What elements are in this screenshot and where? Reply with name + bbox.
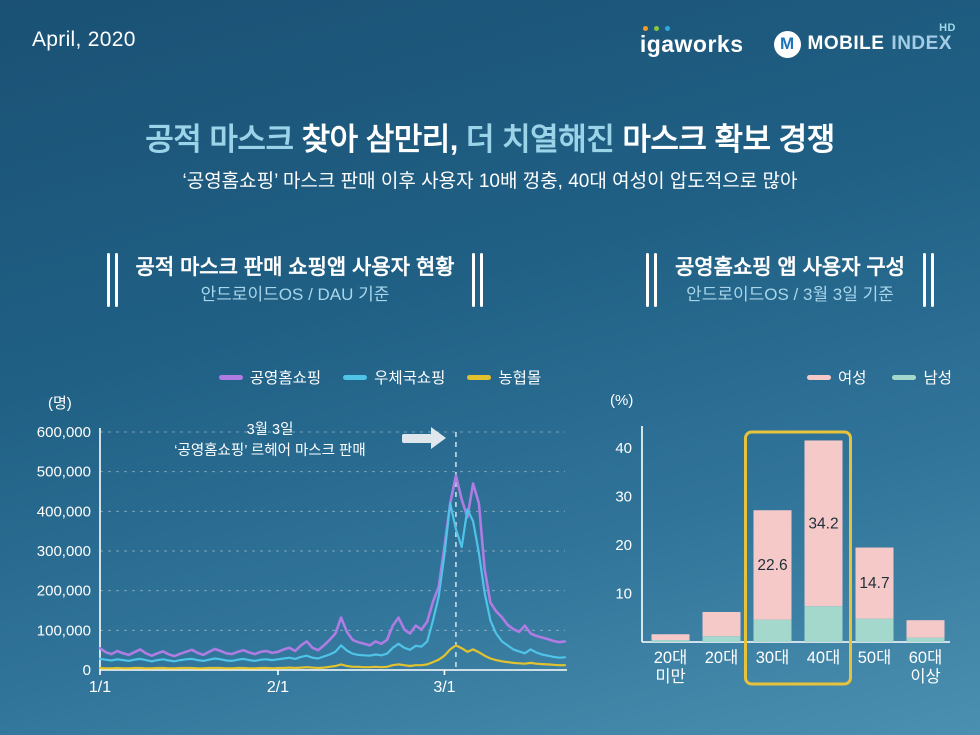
logo-dot-icon: [653, 25, 659, 31]
igaworks-dots-icon: [642, 25, 670, 31]
svg-text:3/1: 3/1: [433, 679, 455, 696]
svg-text:40대: 40대: [807, 648, 841, 667]
mobileindex-hd-badge: HD: [939, 21, 956, 34]
logo-dot-icon: [642, 25, 648, 31]
svg-text:이상: 이상: [910, 667, 940, 686]
svg-text:30대: 30대: [756, 648, 790, 667]
left-chart-subtitle: 안드로이드OS / DAU 기준: [200, 284, 390, 304]
title-segment: 공적 마스크: [145, 122, 302, 157]
event-annotation-date: 3월 3일: [246, 422, 294, 438]
legend-item: 공영홈쇼핑: [218, 366, 322, 388]
right-chart-subtitle: 안드로이드OS / 3월 3일 기준: [686, 284, 894, 304]
title-segment: 더 치열해진: [466, 122, 623, 157]
mobileindex-index-text: INDEX: [891, 33, 952, 54]
line-chart-legend: 공영홈쇼핑 우체국쇼핑 농협몰: [170, 366, 590, 388]
header-bars-icon: [645, 253, 657, 307]
event-arrow-head-icon: [431, 427, 446, 449]
legend-label: 남성: [923, 370, 952, 387]
legend-swatch-icon: [343, 374, 368, 380]
header-logos: igaworks M MOBILE INDEX HD: [639, 22, 956, 62]
right-chart-header: 공영홈쇼핑 앱 사용자 구성 안드로이드OS / 3월 3일 기준: [625, 253, 955, 307]
mobileindex-m-letter: M: [779, 34, 795, 53]
legend-item: 우체국쇼핑: [343, 366, 445, 388]
right-chart-title: 공영홈쇼핑 앱 사용자 구성: [674, 256, 906, 280]
svg-text:1/1: 1/1: [89, 679, 111, 696]
header-bars-icon: [923, 253, 935, 307]
page-subtitle: ‘공영홈쇼핑’ 마스크 판매 이후 사용자 10배 껑충, 40대 여성이 압도…: [182, 171, 798, 192]
page-title: 공적 마스크 찾아 삼만리, 더 치열해진 마스크 확보 경쟁: [0, 114, 980, 159]
legend-swatch-icon: [892, 374, 917, 380]
svg-text:22.6: 22.6: [757, 557, 787, 574]
legend-item: 남성: [892, 366, 952, 388]
svg-text:34.2: 34.2: [808, 515, 838, 532]
svg-text:30: 30: [615, 489, 632, 506]
header-bars-icon: [472, 253, 484, 307]
svg-text:400,000: 400,000: [37, 503, 91, 520]
mobileindex-mobile-text: MOBILE: [807, 33, 885, 54]
title-segment: 찾아 삼만리,: [301, 122, 467, 157]
legend-swatch-icon: [218, 374, 243, 380]
svg-text:300,000: 300,000: [37, 543, 91, 560]
svg-text:미만: 미만: [655, 667, 685, 686]
svg-text:20대: 20대: [705, 648, 739, 667]
header-bars-icon: [106, 253, 118, 307]
legend-swatch-icon: [467, 374, 492, 380]
igaworks-wordmark: igaworks: [639, 30, 744, 57]
legend-swatch-icon: [806, 374, 831, 380]
legend-label: 공영홈쇼핑: [249, 370, 322, 387]
event-annotation: 3월 3일 ‘공영홈쇼핑’ 르헤어 마스크 판매: [150, 420, 390, 462]
mobileindex-logo: M MOBILE INDEX HD: [773, 22, 956, 58]
legend-label: 우체국쇼핑: [374, 370, 446, 387]
svg-text:10: 10: [615, 586, 632, 603]
igaworks-logo: igaworks: [639, 25, 744, 58]
left-chart-title: 공적 마스크 판매 쇼핑앱 사용자 현황: [135, 256, 455, 280]
left-chart-header: 공적 마스크 판매 쇼핑앱 사용자 현황 안드로이드OS / DAU 기준: [55, 253, 535, 307]
svg-text:60대: 60대: [909, 648, 943, 667]
line-chart: 0 100,000 200,000 300,000 400,000 500,000 600,…: [37, 424, 567, 696]
svg-text:20대: 20대: [654, 648, 688, 667]
svg-text:600,000: 600,000: [37, 424, 91, 441]
bar-chart-legend: 여성 남성: [690, 366, 952, 388]
svg-text:40: 40: [615, 440, 632, 457]
svg-text:200,000: 200,000: [37, 583, 91, 600]
svg-text:2/1: 2/1: [267, 679, 289, 696]
bar-chart-unit-label: (%): [610, 392, 634, 409]
legend-label: 여성: [837, 370, 867, 387]
svg-text:500,000: 500,000: [37, 464, 91, 481]
legend-label: 농협몰: [498, 370, 542, 387]
event-arrow-icon: [402, 434, 432, 443]
svg-text:100,000: 100,000: [37, 622, 91, 639]
legend-item: 농협몰: [467, 366, 541, 388]
title-segment: 마스크 확보 경쟁: [622, 122, 835, 157]
mobileindex-m-icon: M: [773, 30, 801, 58]
svg-text:50대: 50대: [858, 648, 892, 667]
logo-dot-icon: [664, 25, 670, 31]
line-chart-unit-label: (명): [48, 395, 72, 412]
event-annotation-text: ‘공영홈쇼핑’ 르헤어 마스크 판매: [174, 443, 366, 460]
svg-text:0: 0: [83, 662, 91, 679]
svg-text:14.7: 14.7: [859, 575, 889, 592]
report-date: April, 2020: [32, 28, 136, 51]
legend-item: 여성: [806, 366, 867, 388]
svg-text:20: 20: [615, 537, 632, 554]
